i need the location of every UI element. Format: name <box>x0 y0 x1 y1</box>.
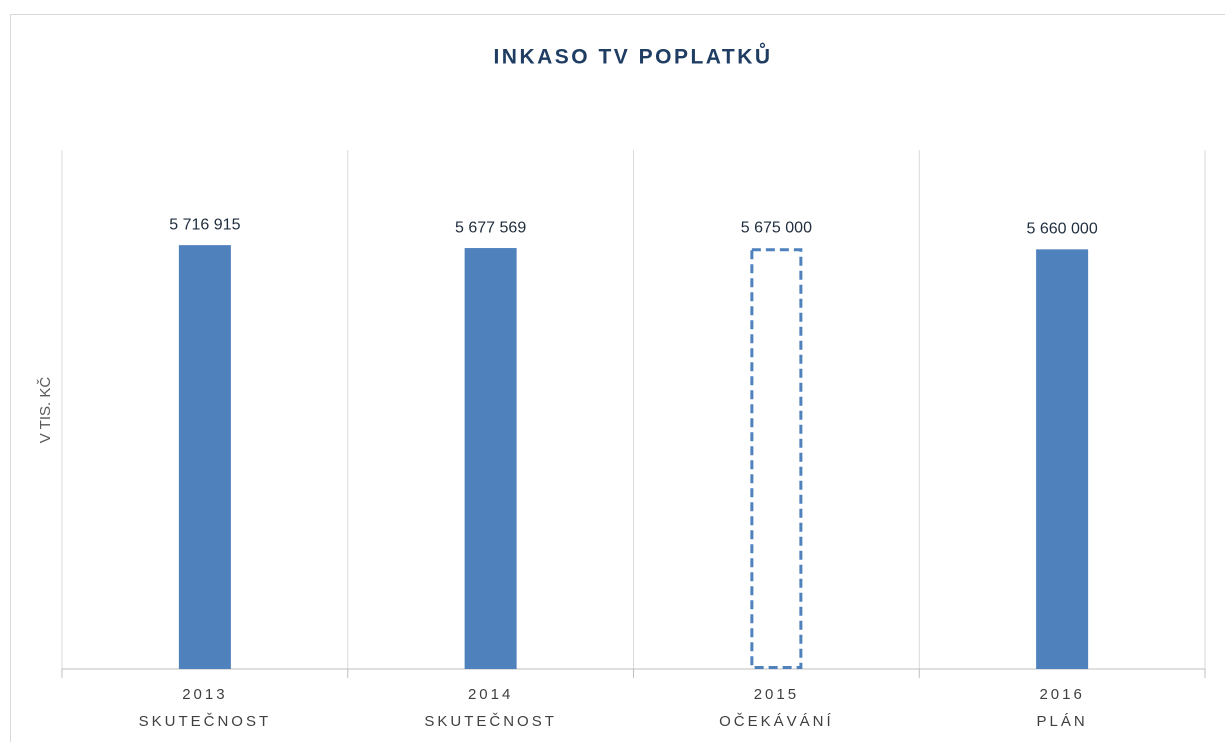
x-tick-label: 2013 <box>182 686 227 703</box>
x-tick-label: 2016 <box>1039 686 1084 703</box>
data-label: 5 660 000 <box>1027 221 1098 238</box>
chart-title: INKASO TV POPLATKŮ <box>493 43 772 69</box>
y-axis-label: V TIS. KČ <box>37 377 54 444</box>
data-label: 5 675 000 <box>741 219 812 236</box>
x-tick-label: SKUTEČNOST <box>139 713 272 730</box>
data-label: 5 716 915 <box>169 216 240 233</box>
bar <box>464 248 517 669</box>
x-tick-label: 2015 <box>754 686 799 703</box>
x-tick-label: OČEKÁVÁNÍ <box>719 713 834 730</box>
bar <box>750 248 803 669</box>
x-tick-label: SKUTEČNOST <box>424 713 557 730</box>
bar <box>178 245 231 669</box>
bar <box>1036 249 1089 669</box>
x-tick-label: 2014 <box>468 686 513 703</box>
x-tick-label: PLÁN <box>1037 713 1088 730</box>
data-label: 5 677 569 <box>455 219 526 236</box>
